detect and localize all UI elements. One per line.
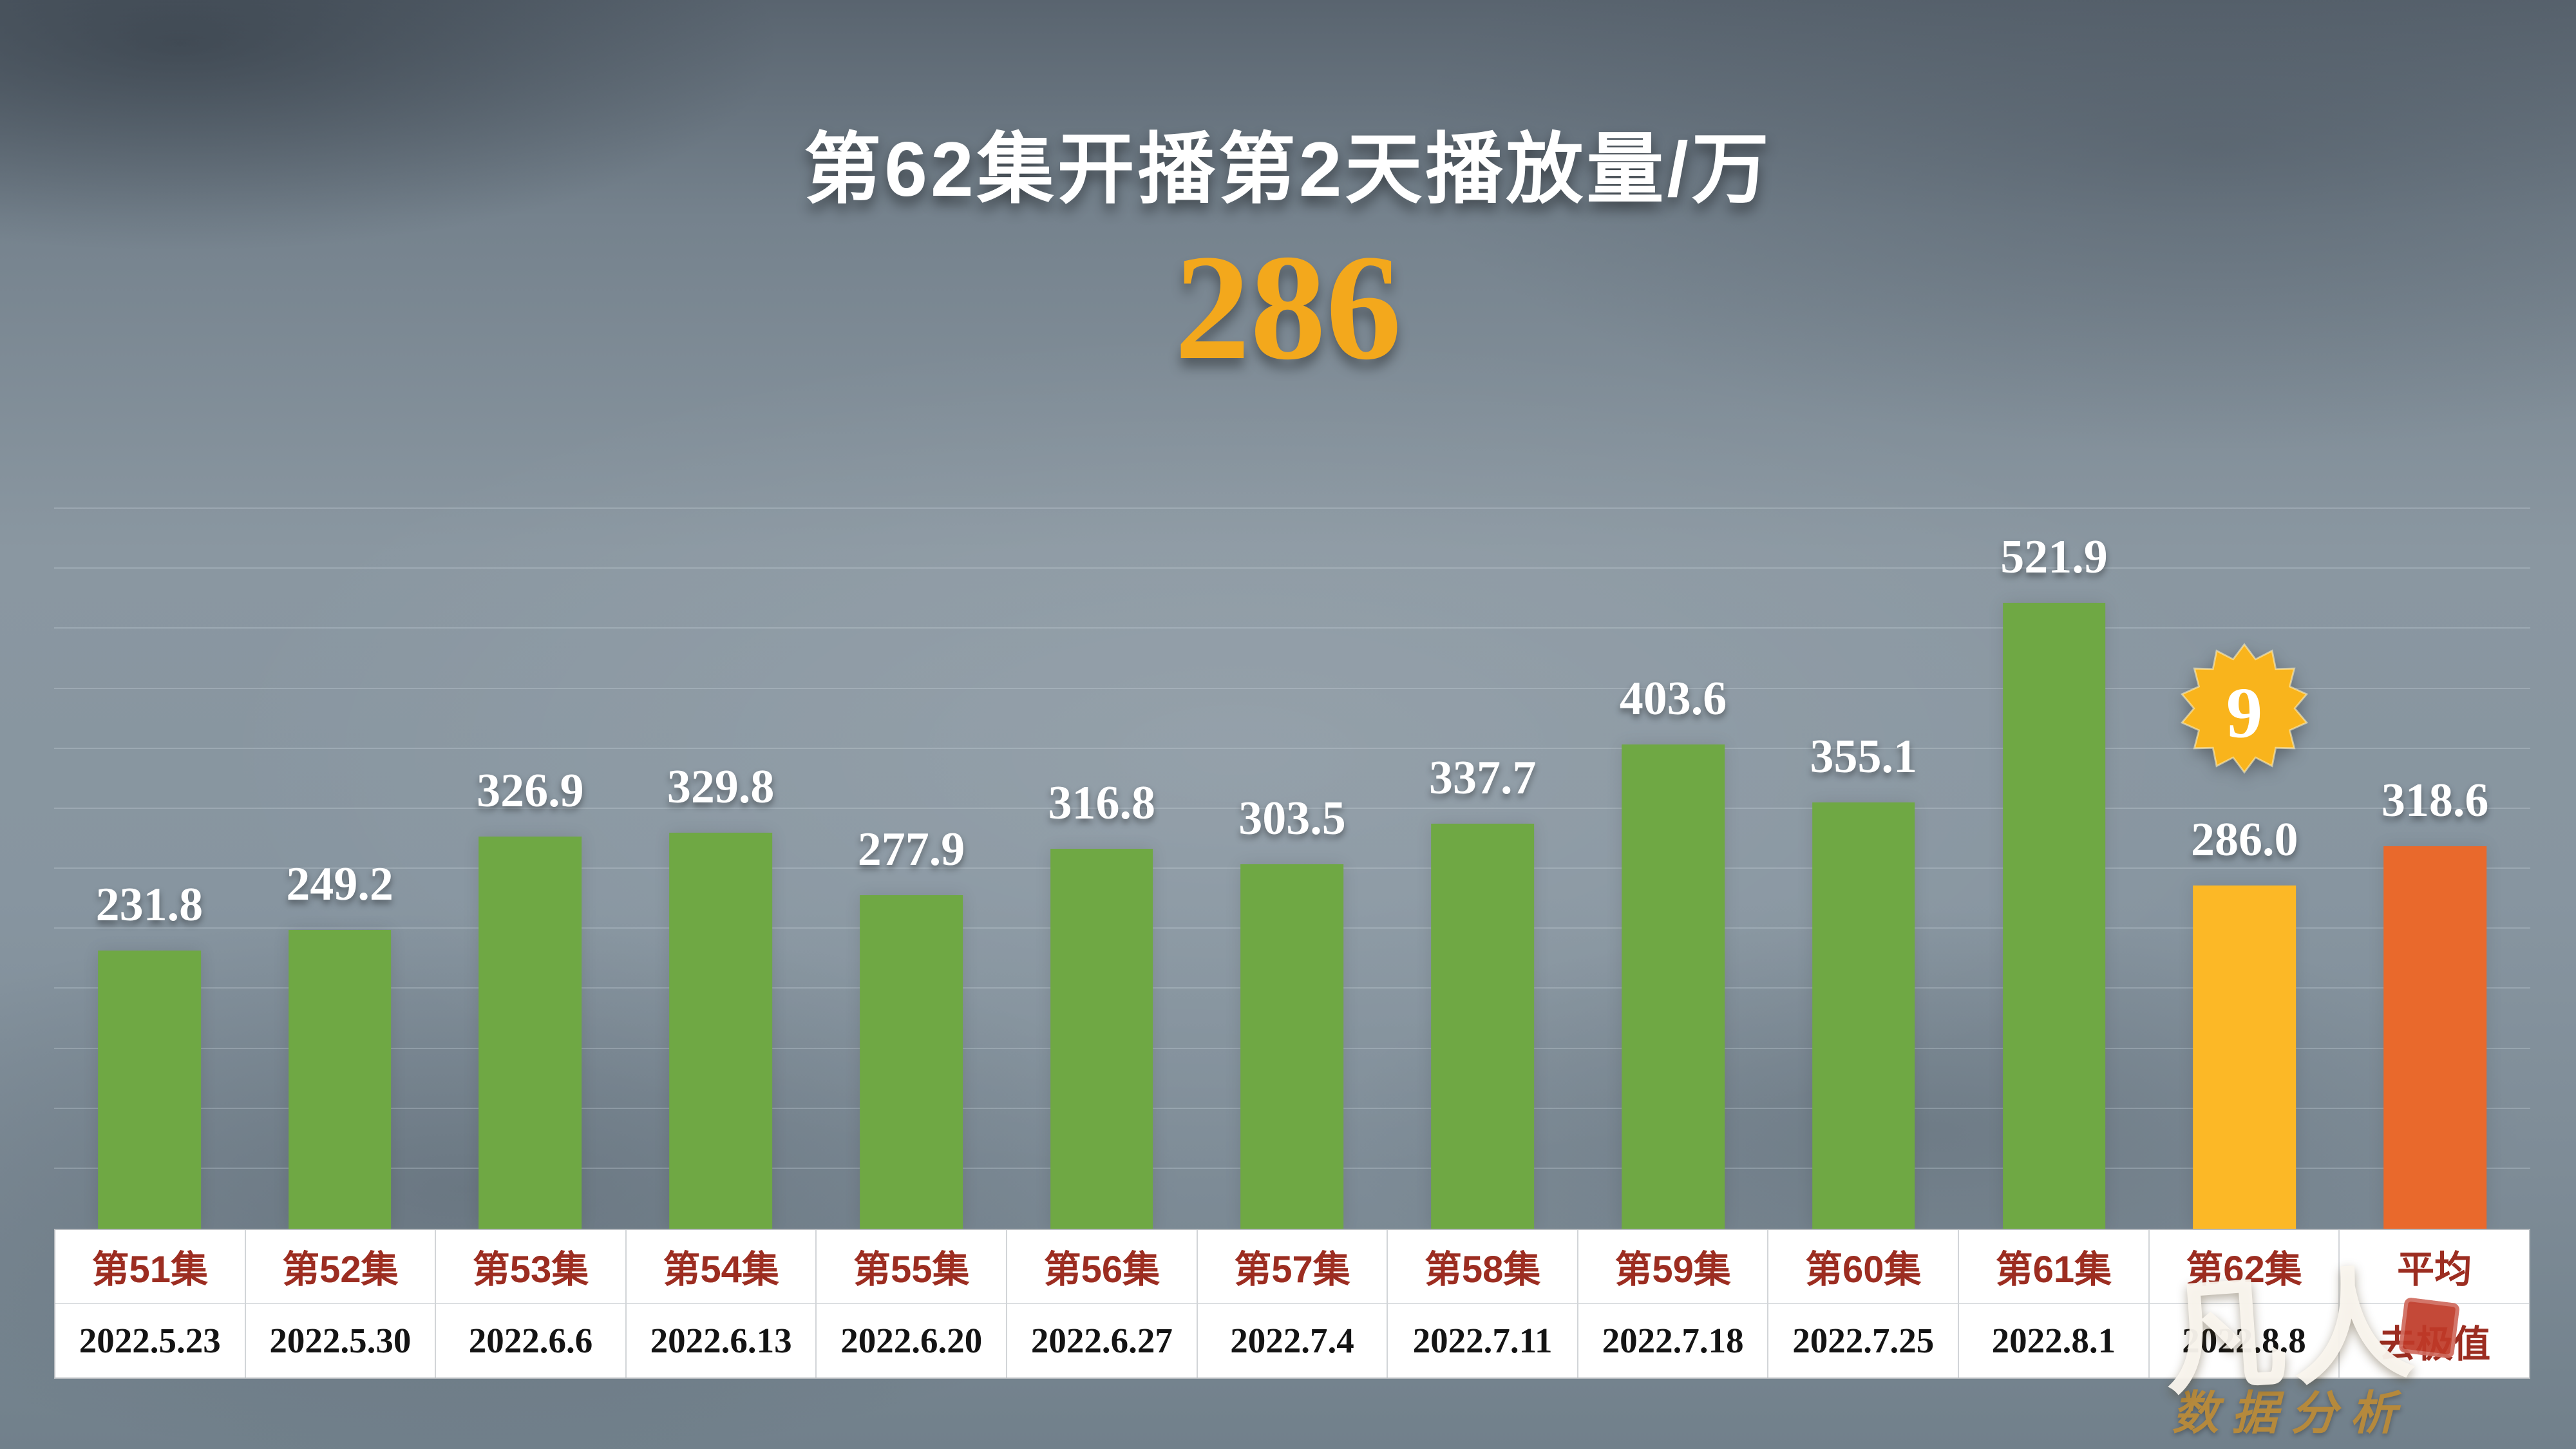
date-label: 2022.6.6 bbox=[468, 1321, 593, 1361]
gridline bbox=[54, 507, 2530, 509]
date-label: 2022.5.30 bbox=[269, 1321, 412, 1361]
bars-layer: 231.8 249.2 326.9 329.8 277.9 316.8 303.5 337.7… bbox=[54, 509, 2530, 1229]
episode-label: 第61集 bbox=[1959, 1230, 2148, 1304]
bar-column: 303.5 bbox=[1197, 509, 1388, 1229]
x-axis-cell: 第58集 2022.7.11 bbox=[1388, 1230, 1578, 1378]
date-label: 2022.6.20 bbox=[840, 1321, 983, 1361]
episode-label: 第56集 bbox=[1007, 1230, 1197, 1304]
x-axis-cell: 第60集 2022.7.25 bbox=[1768, 1230, 1960, 1378]
bar-value-label: 403.6 bbox=[1619, 672, 1727, 725]
bar-column: 355.1 bbox=[1768, 509, 1959, 1229]
date-label: 2022.5.23 bbox=[79, 1321, 221, 1361]
watermark-subtitle: 数据分析 bbox=[2172, 1385, 2409, 1440]
date-label: 2022.7.4 bbox=[1230, 1321, 1354, 1361]
date-label: 2022.7.25 bbox=[1792, 1321, 1935, 1361]
bar-column: 329.8 bbox=[625, 509, 816, 1229]
episode-label: 第60集 bbox=[1768, 1230, 1958, 1304]
bar-第60集 bbox=[1812, 802, 1915, 1229]
date-label: 2022.8.8 bbox=[2182, 1321, 2306, 1361]
bar-value-label: 286.0 bbox=[2191, 813, 2298, 867]
bar-column: 337.7 bbox=[1387, 509, 1578, 1229]
bar-第62集 bbox=[2193, 886, 2297, 1229]
x-axis-cell: 第61集 2022.8.1 bbox=[1959, 1230, 2150, 1378]
date-label: 2022.7.18 bbox=[1602, 1321, 1744, 1361]
bar-value-label: 318.6 bbox=[2381, 774, 2489, 828]
rank-badge: 9 bbox=[2177, 641, 2312, 776]
badge-number: 9 bbox=[2226, 674, 2262, 753]
bar-value-label: 521.9 bbox=[2000, 530, 2108, 583]
episode-label: 第53集 bbox=[436, 1230, 625, 1304]
x-axis-cell: 第56集 2022.6.27 bbox=[1007, 1230, 1198, 1378]
chart-title: 第62集开播第2天播放量/万 bbox=[804, 126, 1772, 213]
bar-第55集 bbox=[860, 895, 963, 1229]
episode-label: 第55集 bbox=[817, 1230, 1007, 1304]
bar-平均 bbox=[2383, 846, 2486, 1229]
headline-value: 286 bbox=[1174, 223, 1402, 391]
bar-第57集 bbox=[1240, 864, 1344, 1229]
bar-value-label: 326.9 bbox=[477, 764, 584, 817]
bar-第54集 bbox=[669, 833, 773, 1229]
x-axis-cell: 第53集 2022.6.6 bbox=[436, 1230, 627, 1378]
bar-column: 521.9 bbox=[1959, 509, 2150, 1229]
episode-label: 第58集 bbox=[1388, 1230, 1577, 1304]
episode-label: 第57集 bbox=[1197, 1230, 1387, 1304]
bar-value-label: 277.9 bbox=[857, 823, 965, 876]
episode-label: 平均 bbox=[2340, 1230, 2529, 1304]
episode-label: 第54集 bbox=[626, 1230, 816, 1304]
x-axis-cell: 平均 去极值 bbox=[2340, 1230, 2529, 1378]
x-axis-cell: 第59集 2022.7.18 bbox=[1578, 1230, 1769, 1378]
bar-column: 231.8 bbox=[54, 509, 245, 1229]
gridline bbox=[54, 567, 2530, 569]
episode-label: 第59集 bbox=[1578, 1230, 1768, 1304]
bar-value-label: 249.2 bbox=[286, 857, 393, 911]
bar-value-label: 355.1 bbox=[1810, 730, 1918, 784]
bar-column: 403.6 bbox=[1578, 509, 1768, 1229]
bar-column: 249.2 bbox=[245, 509, 435, 1229]
date-label: 2022.8.1 bbox=[1991, 1321, 2116, 1361]
gridline bbox=[54, 747, 2530, 749]
episode-label: 第51集 bbox=[55, 1230, 245, 1304]
bar-第53集 bbox=[478, 836, 582, 1229]
bar-value-label: 231.8 bbox=[95, 878, 204, 932]
bar-column: 277.9 bbox=[816, 509, 1007, 1229]
bar-chart-plot: 231.8 249.2 326.9 329.8 277.9 316.8 303.5 337.7… bbox=[54, 507, 2530, 1229]
bar-column: 286.0 9 bbox=[2149, 509, 2340, 1229]
episode-label: 第62集 bbox=[2149, 1230, 2339, 1304]
gridline bbox=[54, 807, 2530, 809]
bar-第56集 bbox=[1050, 848, 1153, 1229]
x-axis-table: 第51集 2022.5.23 第52集 2022.5.30 第53集 2022.6.6 第5… bbox=[54, 1229, 2530, 1379]
bar-第61集 bbox=[2002, 602, 2106, 1229]
gridline bbox=[54, 627, 2530, 629]
date-label: 2022.6.13 bbox=[650, 1321, 792, 1361]
bar-column: 326.9 bbox=[435, 509, 626, 1229]
bar-value-label: 329.8 bbox=[667, 761, 775, 814]
bar-第59集 bbox=[1622, 744, 1725, 1229]
starburst-icon: 9 bbox=[2181, 643, 2309, 774]
bar-第58集 bbox=[1431, 823, 1535, 1229]
bar-第52集 bbox=[288, 929, 392, 1229]
bar-第51集 bbox=[98, 951, 201, 1229]
date-label: 去极值 bbox=[2378, 1323, 2491, 1365]
date-label: 2022.6.27 bbox=[1030, 1321, 1173, 1361]
gridline bbox=[54, 687, 2530, 689]
bar-column: 316.8 bbox=[1007, 509, 1197, 1229]
x-axis-cell: 第62集 2022.8.8 bbox=[2149, 1230, 2340, 1378]
x-axis-cell: 第55集 2022.6.20 bbox=[817, 1230, 1008, 1378]
episode-label: 第52集 bbox=[245, 1230, 435, 1304]
bar-value-label: 337.7 bbox=[1428, 751, 1537, 804]
x-axis-cell: 第51集 2022.5.23 bbox=[55, 1230, 246, 1378]
bar-value-label: 303.5 bbox=[1238, 792, 1346, 846]
x-axis-cell: 第54集 2022.6.13 bbox=[626, 1230, 817, 1378]
x-axis-cell: 第52集 2022.5.30 bbox=[245, 1230, 437, 1378]
bar-column: 318.6 bbox=[2340, 509, 2530, 1229]
bar-value-label: 316.8 bbox=[1048, 776, 1155, 829]
date-label: 2022.7.11 bbox=[1412, 1321, 1553, 1361]
x-axis-cell: 第57集 2022.7.4 bbox=[1197, 1230, 1388, 1378]
